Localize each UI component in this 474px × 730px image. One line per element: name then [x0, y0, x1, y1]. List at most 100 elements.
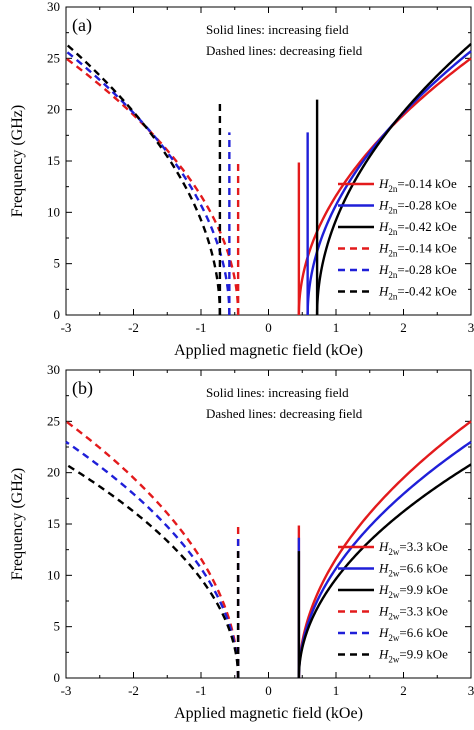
y-tick-label: 0: [54, 670, 61, 685]
legend-variable: H: [378, 198, 389, 213]
x-tick-label: 0: [265, 320, 272, 335]
x-tick-label: 1: [333, 320, 340, 335]
y-tick-labels: 0 5 10 15 20 25 30: [47, 362, 60, 685]
y-tick-label: 30: [47, 362, 60, 377]
legend-value: =6.6 kOe: [399, 561, 448, 576]
legend-value: =6.6 kOe: [399, 625, 448, 640]
y-tick-label: 10: [47, 204, 60, 219]
x-tick-label: -1: [196, 320, 207, 335]
panel-a: -3 -2 -1 0 1 2 3 0 5 10 15 20 25 30 (a) …: [9, 0, 474, 359]
legend-subscript: 2w: [388, 633, 400, 643]
series-curve-decreasing: [65, 420, 240, 679]
legend-item: H2w=6.6 kOe: [338, 625, 448, 643]
legend-item: H2w=9.9 kOe: [338, 647, 448, 665]
legend-label: H2n=-0.28 kOe: [378, 198, 457, 216]
legend-label: H2w=9.9 kOe: [378, 582, 448, 600]
y-tick-label: 5: [54, 256, 61, 271]
legend-variable: H: [378, 625, 389, 640]
legend-label: H2n=-0.42 kOe: [378, 284, 457, 302]
legend-value: =9.9 kOe: [399, 647, 448, 662]
y-tick-label: 15: [47, 153, 60, 168]
y-axis-label: Frequency (GHz): [9, 105, 26, 217]
chart-annotation: Dashed lines: decreasing field: [206, 406, 363, 421]
legend-variable: H: [378, 219, 389, 234]
legend-item: H2n=-0.42 kOe: [338, 284, 457, 302]
legend-label: H2w=3.3 kOe: [378, 604, 448, 622]
legend-label: H2w=6.6 kOe: [378, 625, 448, 643]
x-tick-labels: -3 -2 -1 0 1 2 3: [61, 320, 474, 335]
legend-item: H2n=-0.42 kOe: [338, 219, 457, 237]
legend-variable: H: [378, 582, 389, 597]
legend-item: H2w=6.6 kOe: [338, 561, 448, 579]
legend-variable: H: [378, 176, 389, 191]
legend-value: =-0.14 kOe: [397, 241, 457, 256]
series-curve-decreasing: [65, 43, 222, 316]
legend-subscript: 2n: [388, 184, 398, 194]
series-curve-decreasing: [65, 50, 231, 316]
x-tick-label: -3: [61, 683, 72, 698]
legend-item: H2n=-0.28 kOe: [338, 262, 457, 280]
x-tick-label: 3: [468, 320, 474, 335]
y-tick-label: 0: [54, 307, 61, 322]
series-curve-decreasing: [65, 440, 240, 679]
legend-subscript: 2w: [388, 655, 400, 665]
x-tick-label: -2: [128, 320, 139, 335]
legend-value: =3.3 kOe: [399, 539, 448, 554]
x-tick-label: 2: [400, 683, 407, 698]
legend-item: H2w=3.3 kOe: [338, 604, 448, 622]
panel-b: -3 -2 -1 0 1 2 3 0 5 10 15 20 25 30 (b) …: [9, 362, 474, 722]
y-tick-label: 5: [54, 619, 61, 634]
x-tick-label: 0: [265, 683, 272, 698]
y-tick-label: 30: [47, 0, 60, 14]
legend-subscript: 2n: [388, 292, 398, 302]
x-tick-label: 3: [468, 683, 474, 698]
chart-annotation: Solid lines: increasing field: [206, 385, 349, 400]
legend-subscript: 2n: [388, 227, 398, 237]
series-curve-increasing: [315, 43, 472, 316]
legend-item: H2w=3.3 kOe: [338, 539, 448, 557]
series-curve-decreasing: [65, 57, 240, 316]
legend-subscript: 2w: [388, 547, 400, 557]
legend-subscript: 2n: [388, 270, 398, 280]
legend-variable: H: [378, 561, 389, 576]
chart-annotation: Dashed lines: decreasing field: [206, 43, 363, 58]
legend-variable: H: [378, 539, 389, 554]
x-tick-label: -2: [128, 683, 139, 698]
axis-ticks: [65, 369, 472, 679]
y-axis-label: Frequency (GHz): [9, 468, 26, 580]
legend-variable: H: [378, 284, 389, 299]
legend-item: H2n=-0.28 kOe: [338, 198, 457, 216]
legend-subscript: 2n: [388, 206, 398, 216]
x-tick-label: 1: [333, 683, 340, 698]
legend-item: H2n=-0.14 kOe: [338, 176, 457, 194]
series-curve-increasing: [297, 463, 472, 678]
legend-value: =-0.28 kOe: [397, 262, 457, 277]
x-tick-label: -3: [61, 320, 72, 335]
series-curves: [65, 420, 472, 679]
chart-annotation: Solid lines: increasing field: [206, 22, 349, 37]
legend: H2n=-0.14 kOe H2n=-0.28 kOe H2n=-0.42 kO…: [338, 176, 457, 302]
x-axis-label: Applied magnetic field (kOe): [174, 342, 363, 359]
y-tick-label: 20: [47, 465, 60, 480]
x-axis-label: Applied magnetic field (kOe): [174, 705, 363, 722]
legend-value: =-0.28 kOe: [397, 198, 457, 213]
legend-label: H2w=9.9 kOe: [378, 647, 448, 665]
y-tick-labels: 0 5 10 15 20 25 30: [47, 0, 60, 322]
legend-value: =9.9 kOe: [399, 582, 448, 597]
x-tick-label: 2: [400, 320, 407, 335]
legend-label: H2w=6.6 kOe: [378, 561, 448, 579]
series-curve-decreasing: [65, 463, 240, 679]
series-curves: [65, 43, 472, 316]
legend: H2w=3.3 kOe H2w=6.6 kOe H2w=9.9 kOe H2w=…: [338, 539, 448, 665]
legend-value: =-0.42 kOe: [397, 284, 457, 299]
legend-label: H2n=-0.28 kOe: [378, 262, 457, 280]
legend-item: H2w=9.9 kOe: [338, 582, 448, 600]
panel-label: (b): [72, 378, 93, 399]
y-tick-label: 25: [47, 50, 60, 65]
x-tick-label: -1: [196, 683, 207, 698]
legend-subscript: 2w: [388, 612, 400, 622]
y-tick-label: 10: [47, 567, 60, 582]
legend-variable: H: [378, 604, 389, 619]
panel-label: (a): [72, 15, 92, 36]
